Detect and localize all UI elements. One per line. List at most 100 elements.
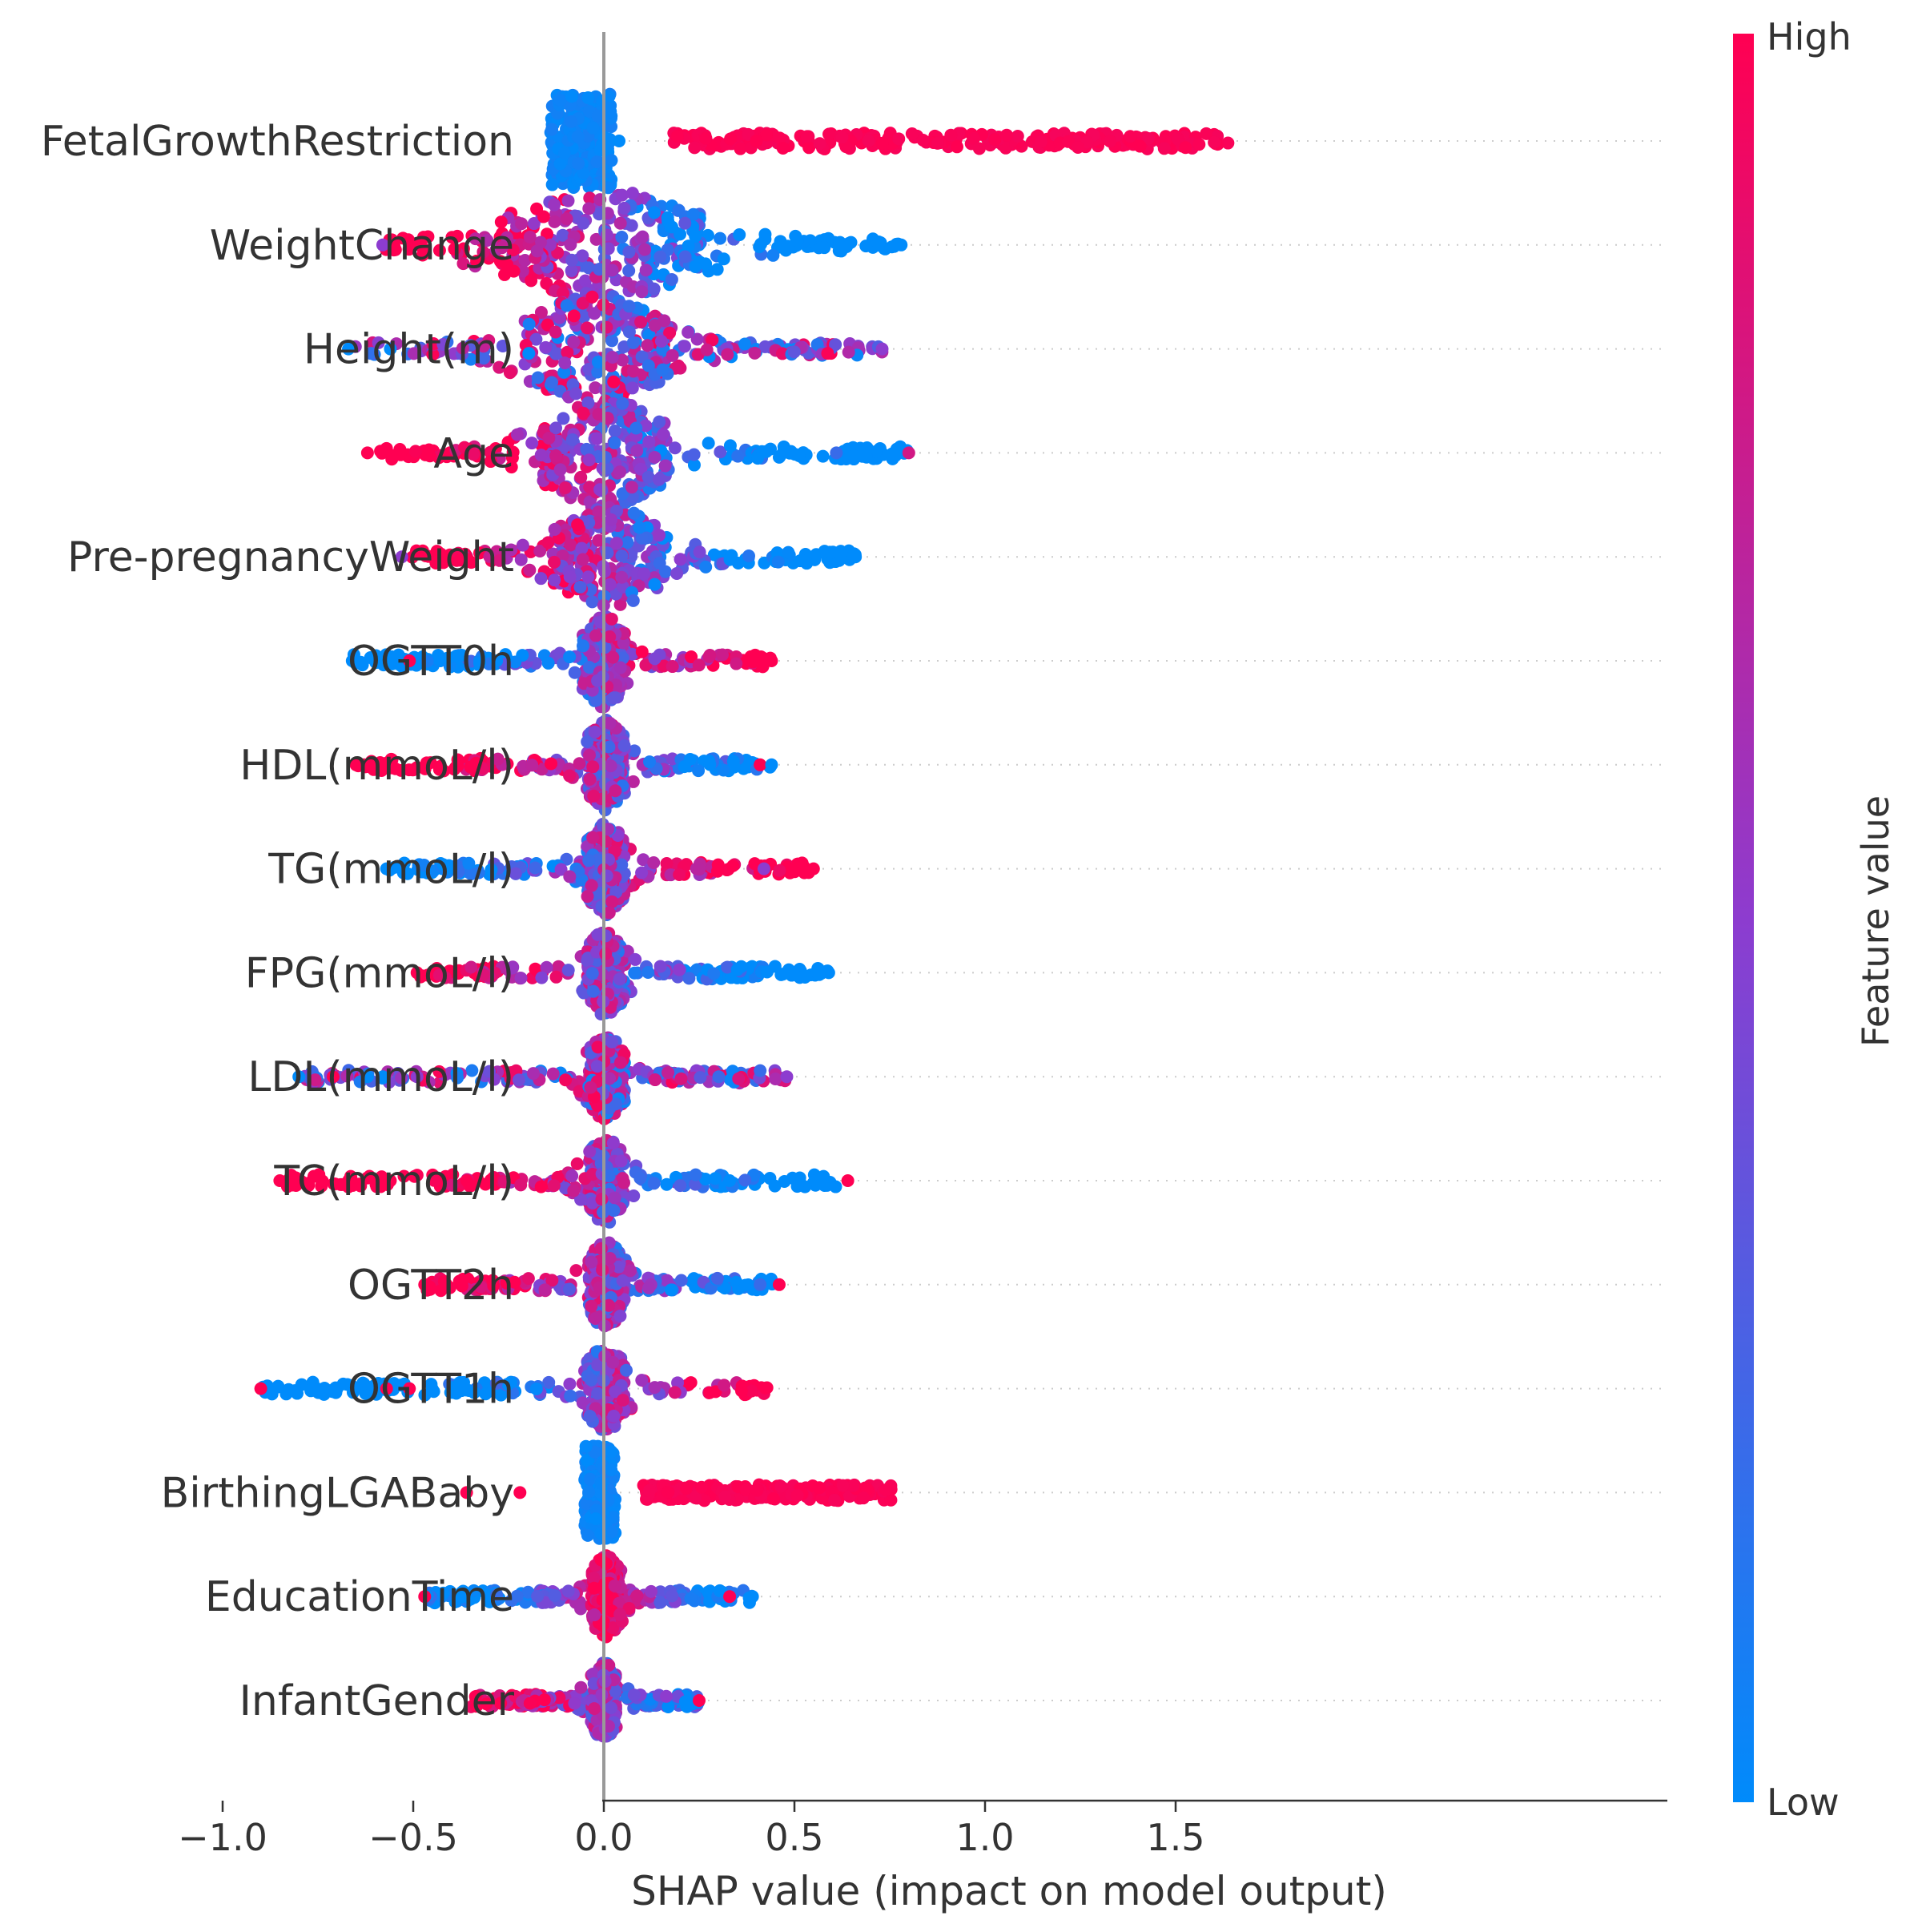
data-point [658,459,672,473]
data-point [591,365,605,379]
data-point [622,264,636,277]
data-point [653,557,666,570]
data-point [571,130,585,143]
data-point [560,212,573,226]
data-point [585,879,598,892]
data-point [905,127,919,140]
data-point [605,612,618,626]
data-point [771,555,785,569]
data-point [1200,127,1213,140]
data-point [721,348,734,361]
data-point [633,521,646,534]
data-point [859,449,873,463]
data-point [806,862,820,875]
data-point [607,375,621,388]
data-point [586,121,600,135]
data-point [931,136,944,150]
data-point [738,1173,752,1187]
data-point [605,895,619,908]
data-point [785,968,798,982]
data-point [862,134,875,147]
data-point [534,449,548,462]
data-point [609,537,623,550]
data-point [626,594,640,607]
data-point [718,1379,731,1392]
data-point [778,1175,791,1189]
data-point [501,436,515,449]
feature-row [342,287,1667,408]
data-point [543,238,557,252]
data-point [653,415,666,429]
feature-rows [254,87,1667,1743]
data-point [556,228,569,242]
data-point [529,1382,543,1395]
data-point [1221,136,1235,150]
data-point [687,458,701,472]
data-point [1011,130,1024,143]
data-point [723,553,737,566]
data-point [629,421,643,435]
data-point [496,339,509,352]
data-point [844,235,858,249]
data-point [493,360,506,374]
data-point [617,739,631,752]
data-point [585,967,599,980]
data-point [328,1381,342,1395]
data-point [577,216,590,230]
data-point [1000,128,1014,142]
data-point [613,1056,627,1069]
data-point [616,487,629,501]
data-point [549,325,562,339]
data-point [558,481,572,494]
data-point [641,470,655,484]
data-point [567,309,581,323]
data-point [639,419,653,433]
data-point [423,449,436,463]
data-point [540,276,553,290]
data-point [1142,132,1156,146]
data-point [514,1178,528,1192]
data-point [647,1177,661,1190]
data-point [396,231,410,245]
data-point [629,952,642,966]
data-point [407,347,420,360]
data-point [583,191,597,205]
data-point [545,123,559,136]
data-point [342,342,356,356]
data-point [754,1064,767,1077]
data-point [686,207,700,221]
data-point [802,141,816,155]
data-point [892,132,906,146]
data-point [678,760,691,774]
data-point [816,1177,830,1190]
data-point [541,536,555,549]
data-point [779,244,793,257]
data-point [628,966,641,980]
data-point [589,629,603,642]
data-point [616,1393,629,1407]
data-point [634,316,648,329]
data-point [652,473,665,486]
data-point [1133,139,1147,153]
data-point [673,963,686,976]
data-point [521,1272,535,1286]
data-point [529,332,543,346]
data-point [674,553,687,566]
data-point [818,241,831,255]
data-point [563,570,577,584]
data-point [557,365,571,379]
data-point [364,347,378,360]
data-point [750,135,763,147]
data-point [682,325,695,339]
feature-row [460,1439,1667,1545]
data-point [842,345,855,359]
data-point [493,255,507,268]
data-point [810,966,824,980]
data-point [765,758,778,771]
data-point [591,674,605,687]
data-point [633,1172,647,1185]
data-point [703,1386,717,1399]
data-point [1061,135,1075,148]
data-point [731,449,745,463]
data-point [563,769,577,783]
